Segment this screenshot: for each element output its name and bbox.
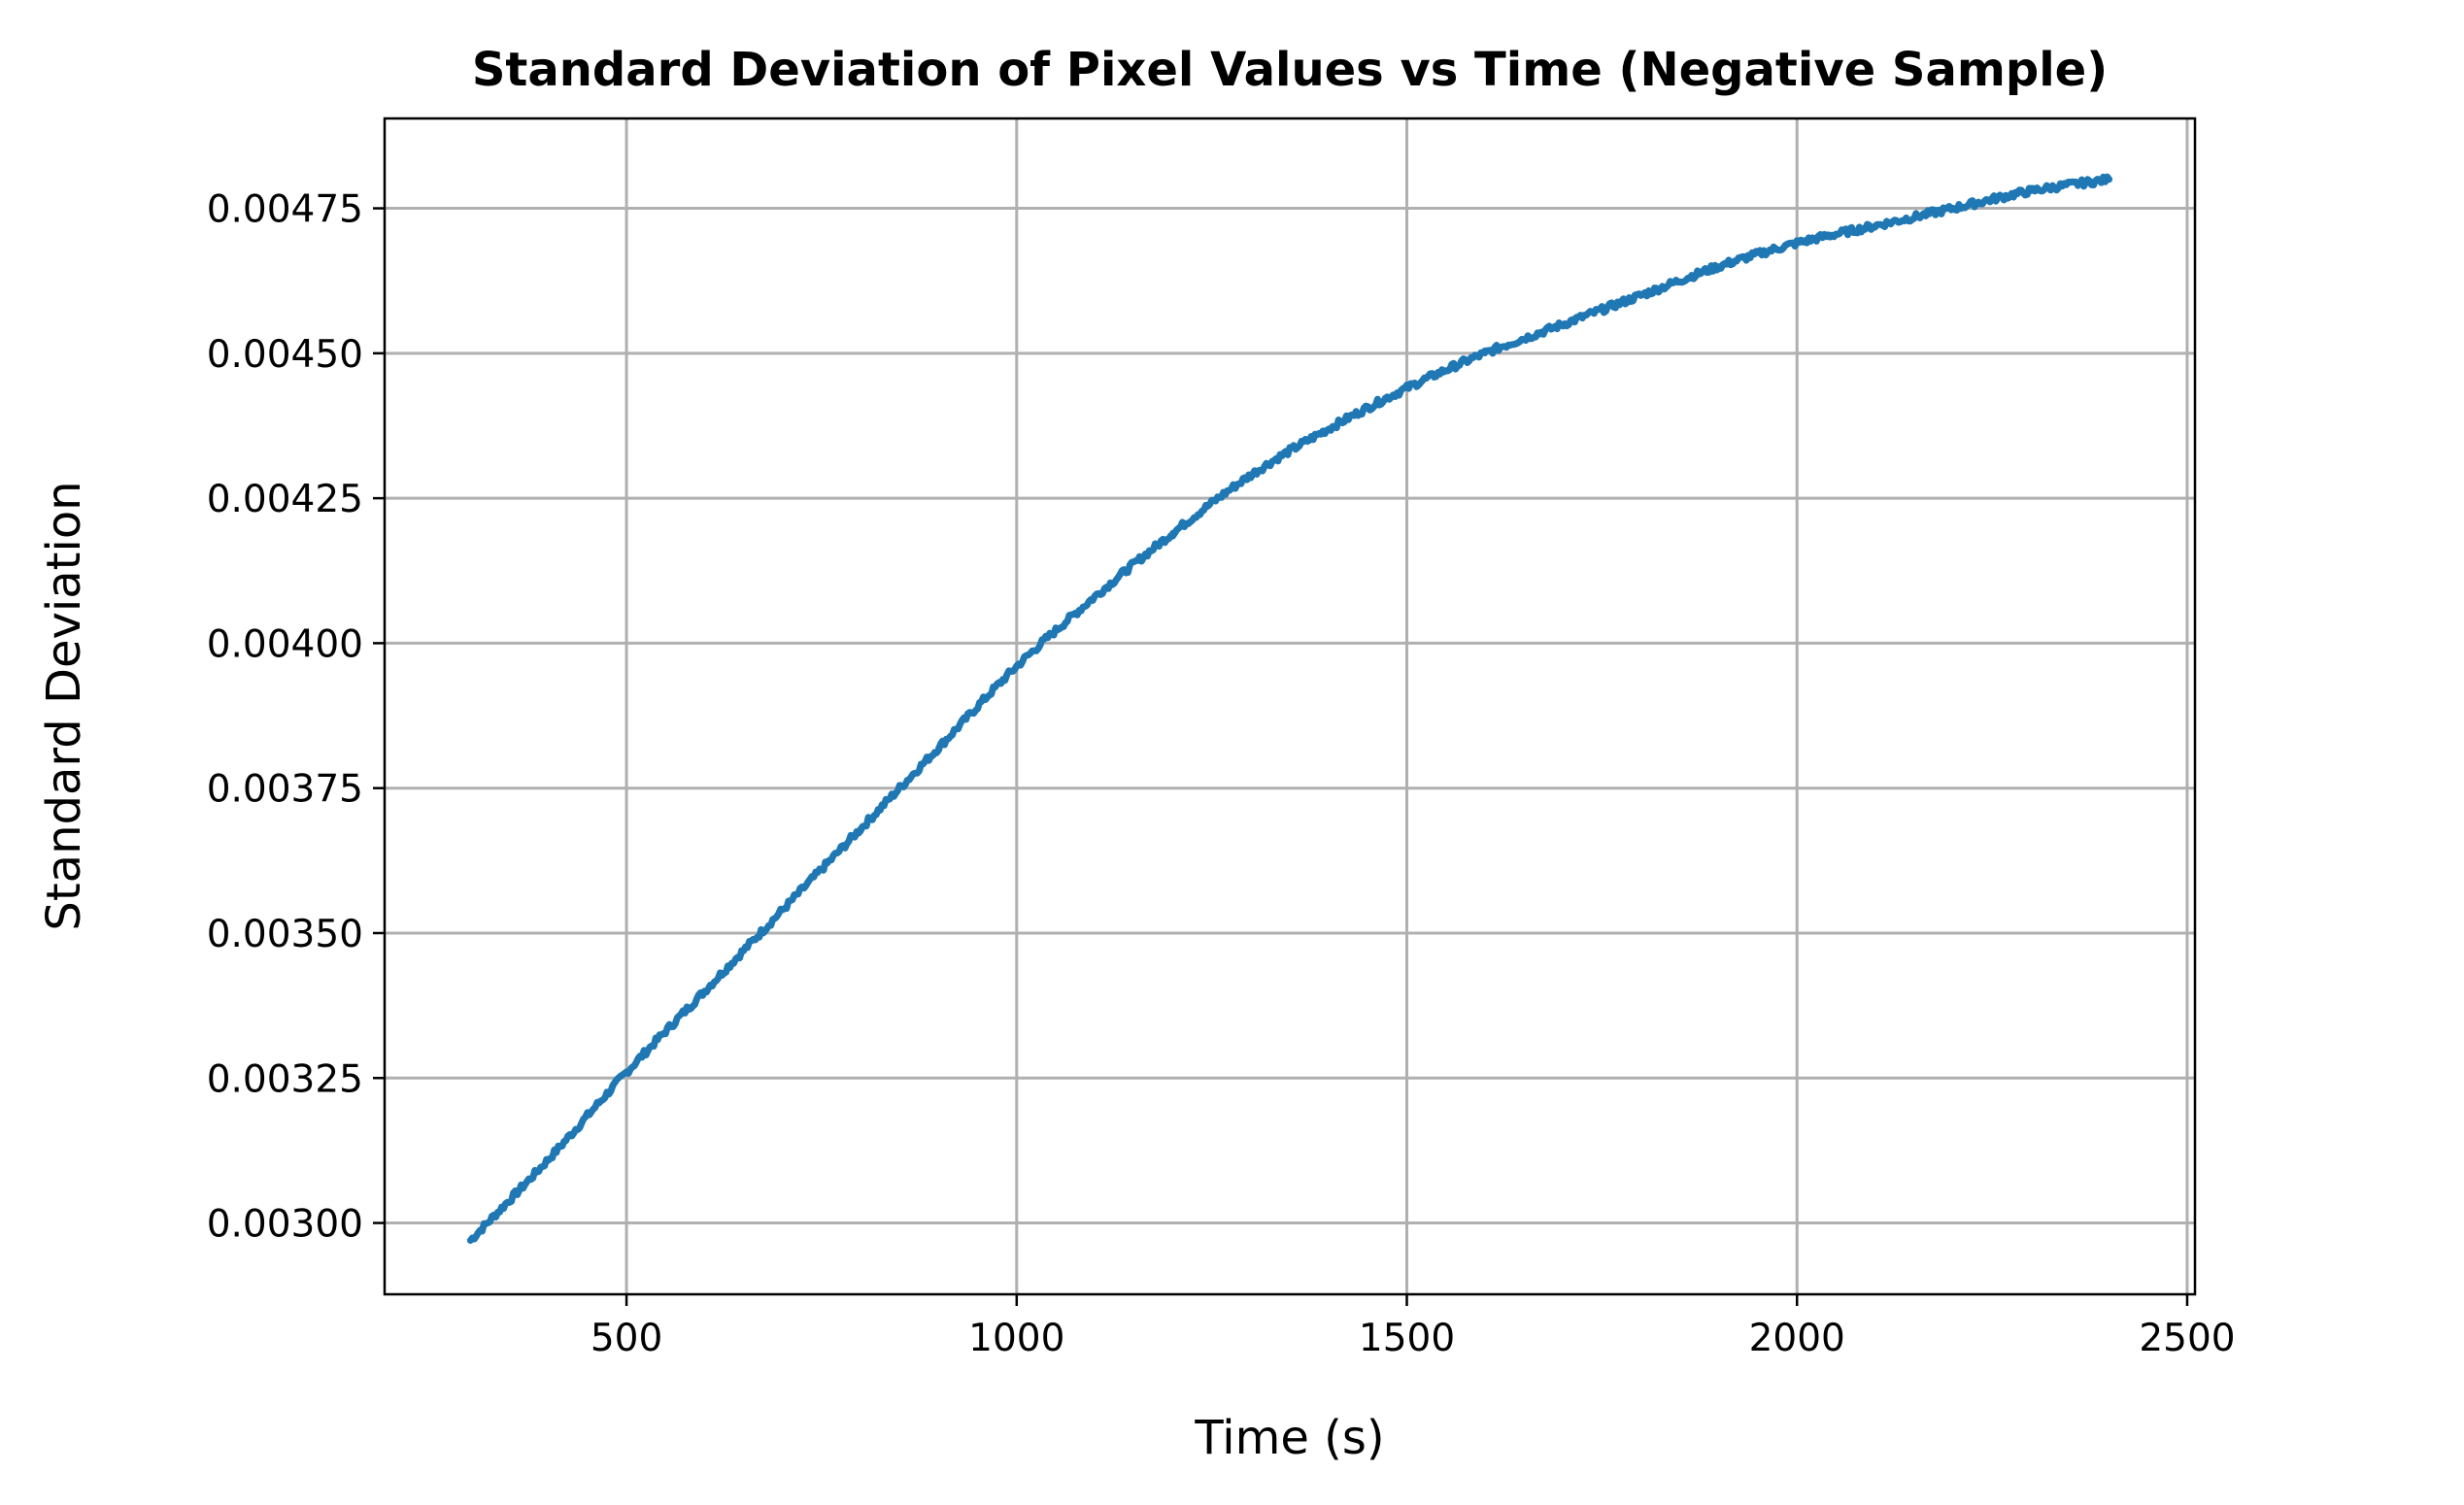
x-tick-label: 2000 [1749,1317,1845,1360]
data-point [1794,240,1801,247]
x-tick-label: 1000 [968,1317,1064,1360]
data-point [545,1155,552,1163]
data-point [1481,350,1489,357]
data-point [467,1237,474,1244]
y-tick-label: 0.00475 [207,188,363,232]
data-point [779,906,786,914]
data-point [1949,205,1957,212]
data-point [1872,222,1878,229]
data-point [1247,472,1255,479]
data-point [857,825,864,832]
y-tick-label: 0.00350 [207,913,363,956]
y-tick-label: 0.00375 [207,768,363,812]
data-point [1169,529,1176,537]
data-point [1637,291,1644,299]
data-point [623,1069,630,1076]
data-point [2106,176,2112,183]
y-tick-label: 0.00325 [207,1057,363,1101]
x-tick-label: 2500 [2139,1317,2235,1360]
data-point [1091,593,1098,600]
x-tick-label: 500 [591,1317,662,1360]
data-point [1715,263,1723,270]
x-axis-label: Time (s) [1194,1411,1384,1465]
plot-frame [383,117,2197,1296]
chart-title: Standard Deviation of Pixel Values vs Ti… [472,43,2108,97]
series-layer [466,173,2113,1244]
series-line [466,173,2113,1244]
y-tick-label: 0.00300 [207,1203,363,1247]
y-tick-label: 0.00425 [207,478,363,521]
y-axis-label: Standard Deviation [37,481,91,930]
y-tick-label: 0.00400 [207,622,363,666]
data-point [2028,187,2035,194]
grid-lines [385,118,2195,1294]
data-point [1325,425,1333,432]
data-point [1403,385,1410,391]
data-point [935,744,942,752]
data-point [1560,320,1567,328]
x-tick-label: 1500 [1359,1317,1455,1360]
y-tick-label: 0.00450 [207,333,363,377]
data-point [1013,663,1020,670]
data-point [701,987,708,994]
axis-ticks: 500 1000 1500 2000 2500 0.00300 0.00325 0.00350… [207,188,2236,1360]
